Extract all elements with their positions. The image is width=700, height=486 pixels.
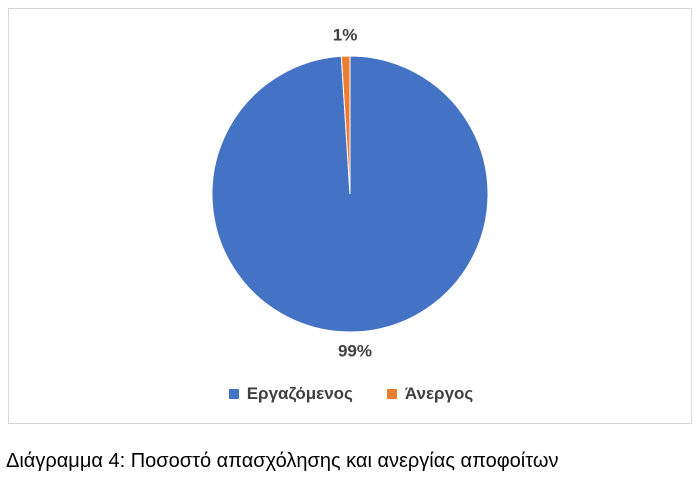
legend-label-employed: Εργαζόμενος [246, 384, 353, 403]
pie-data-label-1: 1% [333, 26, 358, 45]
chart-frame: 99% 1% Εργαζόμενος Άνεργος [8, 8, 692, 424]
pie-data-label-0: 99% [338, 341, 372, 360]
figure-caption: Διάγραμμα 4: Ποσοστό απασχόλησης και ανε… [6, 450, 559, 472]
legend-swatch-unemployed [386, 389, 397, 399]
chart-legend: Εργαζόμενος Άνεργος [9, 381, 693, 407]
legend-label-unemployed: Άνεργος [404, 384, 474, 403]
pie-chart: 99% 1% [211, 26, 489, 360]
legend-item-employed: Εργαζόμενος [228, 384, 353, 404]
legend-item-unemployed: Άνεργος [386, 384, 474, 404]
pie-slice-1 [340, 55, 351, 195]
legend-swatch-employed [228, 389, 239, 399]
